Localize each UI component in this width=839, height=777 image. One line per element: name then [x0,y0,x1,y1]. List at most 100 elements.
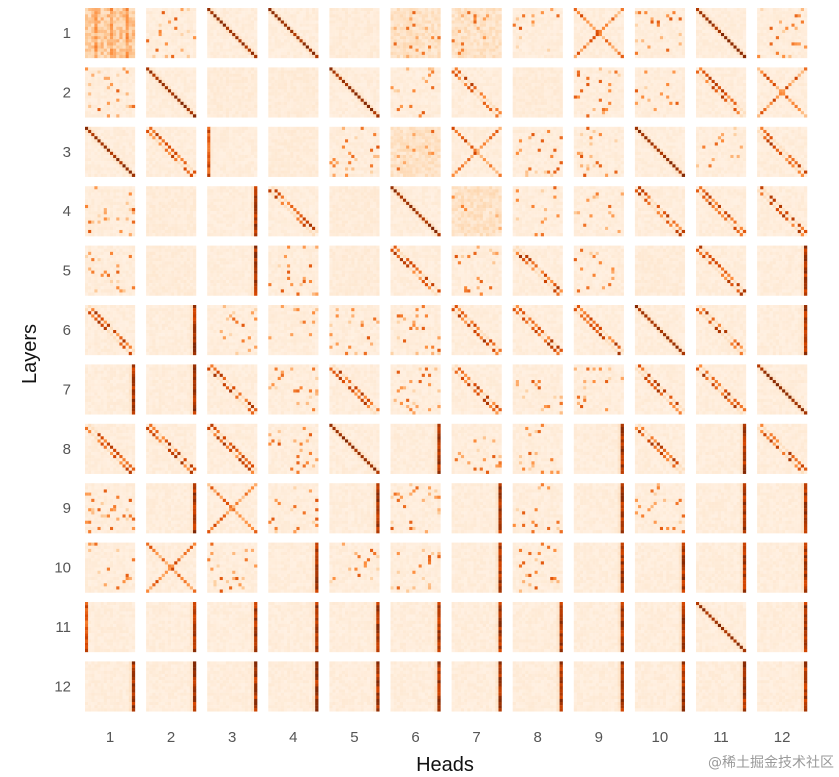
attention-map-layer-4-head-2 [146,186,196,236]
attention-map-layer-3-head-1 [85,127,135,177]
y-tick-label: 8 [63,441,71,458]
x-tick-label: 12 [774,729,791,746]
attention-map-layer-10-head-3 [207,543,257,593]
attention-map-layer-8-head-2 [146,424,196,474]
attention-map-layer-3-head-3 [207,127,257,177]
x-tick-label: 11 [713,729,729,746]
attention-map-layer-8-head-3 [207,424,257,474]
attention-map-layer-10-head-8 [513,543,563,593]
attention-map-layer-10-head-10 [635,543,685,593]
attention-map-layer-9-head-10 [635,483,685,533]
attention-map-layer-12-head-7 [452,661,502,711]
attention-map-layer-2-head-12 [757,67,807,117]
attention-map-layer-10-head-9 [574,543,624,593]
attention-map-layer-4-head-6 [391,186,441,236]
attention-map-layer-3-head-4 [268,127,318,177]
attention-map-layer-6-head-1 [85,305,135,355]
attention-map-layer-2-head-10 [635,67,685,117]
attention-map-layer-2-head-2 [146,67,196,117]
attention-map-layer-7-head-12 [757,364,807,414]
y-tick-label: 7 [63,381,71,398]
attention-map-layer-2-head-9 [574,67,624,117]
attention-map-layer-7-head-8 [513,364,563,414]
attention-map-layer-10-head-11 [696,543,746,593]
attention-map-layer-6-head-7 [452,305,502,355]
attention-map-layer-1-head-5 [329,8,379,58]
attention-map-layer-4-head-8 [513,186,563,236]
x-tick-label: 1 [106,729,114,746]
attention-map-layer-1-head-1 [85,8,135,58]
attention-map-layer-5-head-6 [391,246,441,296]
attention-map-layer-8-head-4 [268,424,318,474]
attention-map-layer-10-head-12 [757,543,807,593]
attention-map-layer-2-head-5 [329,67,379,117]
attention-map-layer-5-head-12 [757,246,807,296]
attention-map-layer-2-head-11 [696,67,746,117]
attention-map-layer-9-head-5 [329,483,379,533]
attention-map-layer-12-head-4 [268,661,318,711]
attention-map-layer-5-head-1 [85,246,135,296]
attention-map-layer-12-head-5 [329,661,379,711]
attention-map-layer-4-head-7 [452,186,502,236]
attention-map-layer-7-head-10 [635,364,685,414]
attention-map-layer-6-head-3 [207,305,257,355]
attention-map-layer-7-head-7 [452,364,502,414]
attention-map-layer-4-head-3 [207,186,257,236]
y-tick-label: 1 [63,25,71,42]
y-tick-label: 10 [54,560,71,577]
attention-map-layer-8-head-11 [696,424,746,474]
attention-map-layer-5-head-10 [635,246,685,296]
attention-map-layer-9-head-3 [207,483,257,533]
attention-map-layer-6-head-6 [391,305,441,355]
x-tick-label: 5 [350,729,358,746]
attention-map-layer-5-head-2 [146,246,196,296]
attention-map-layer-7-head-11 [696,364,746,414]
attention-map-layer-12-head-2 [146,661,196,711]
attention-map-layer-2-head-7 [452,67,502,117]
attention-map-layer-10-head-7 [452,543,502,593]
attention-map-layer-9-head-1 [85,483,135,533]
attention-map-layer-6-head-5 [329,305,379,355]
attention-map-layer-11-head-3 [207,602,257,652]
attention-map-layer-8-head-1 [85,424,135,474]
attention-map-layer-10-head-5 [329,543,379,593]
attention-map-layer-6-head-9 [574,305,624,355]
attention-map-layer-7-head-4 [268,364,318,414]
attention-map-layer-1-head-9 [574,8,624,58]
attention-map-layer-5-head-4 [268,246,318,296]
attention-map-layer-11-head-5 [329,602,379,652]
attention-map-layer-3-head-11 [696,127,746,177]
attention-map-layer-11-head-12 [757,602,807,652]
y-tick-label: 11 [55,619,71,636]
y-tick-label: 6 [63,322,71,339]
attention-map-layer-7-head-9 [574,364,624,414]
x-tick-label: 9 [595,729,603,746]
attention-map-layer-12-head-9 [574,661,624,711]
attention-map-layer-4-head-12 [757,186,807,236]
attention-map-layer-8-head-9 [574,424,624,474]
y-tick-label: 2 [63,84,71,101]
attention-map-layer-4-head-10 [635,186,685,236]
attention-map-layer-12-head-3 [207,661,257,711]
attention-map-layer-10-head-2 [146,543,196,593]
attention-map-layer-5-head-8 [513,246,563,296]
y-axis-label: Layers [19,324,41,384]
attention-map-layer-7-head-6 [391,364,441,414]
attention-map-layer-2-head-4 [268,67,318,117]
x-tick-label: 10 [652,729,669,746]
attention-map-layer-11-head-2 [146,602,196,652]
attention-map-layer-3-head-7 [452,127,502,177]
y-tick-label: 9 [63,500,71,517]
attention-map-layer-3-head-10 [635,127,685,177]
x-tick-label: 6 [411,729,419,746]
attention-map-layer-1-head-3 [207,8,257,58]
y-tick-label: 4 [63,203,71,220]
attention-map-layer-2-head-8 [513,67,563,117]
attention-map-layer-6-head-12 [757,305,807,355]
attention-map-layer-12-head-1 [85,661,135,711]
attention-map-layer-1-head-8 [513,8,563,58]
attention-map-layer-4-head-9 [574,186,624,236]
attention-map-layer-11-head-9 [574,602,624,652]
attention-map-layer-11-head-1 [85,602,135,652]
